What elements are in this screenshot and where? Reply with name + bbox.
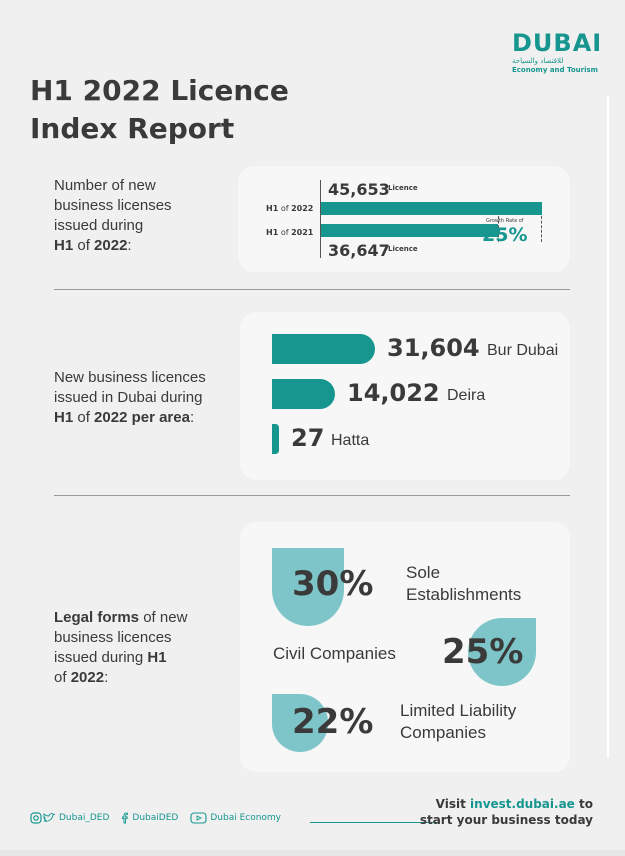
h1-2021-unit: Licence: [388, 245, 418, 253]
desc-line: New business licences: [54, 369, 206, 386]
deira-label: Deira: [447, 387, 486, 404]
footer-divider: [310, 822, 438, 823]
bar-deira: [272, 379, 335, 409]
dubai-economy-logo: DUBAI للاقتصاد والسياحة Economy and Tour…: [512, 30, 602, 75]
limited-liability-pct: 22%: [292, 702, 374, 742]
desc-line: of 2022:: [54, 669, 109, 686]
bar-h1-2021: [321, 224, 498, 237]
social-link-twitter[interactable]: Dubai_DED: [30, 812, 109, 824]
growth-rate-value: 25%: [482, 224, 528, 246]
section1-description: Number of new business licenses issued d…: [54, 176, 172, 256]
h1-2022-value: 45,653: [328, 180, 390, 199]
divider: [54, 289, 570, 290]
title-line2: Index Report: [30, 112, 235, 145]
growth-rate-label: Growth Rate of: [486, 218, 524, 224]
logo-arabic-text: للاقتصاد والسياحة: [512, 57, 564, 65]
social-links: Dubai_DED DubaiDED Dubai Economy: [30, 812, 293, 824]
section2-description: New business licences issued in Dubai du…: [54, 368, 206, 428]
divider: [54, 495, 570, 496]
desc-line: H1 of 2022:: [54, 237, 132, 254]
instagram-twitter-icon: [30, 812, 56, 824]
cta-line1: Visit invest.dubai.ae to: [435, 797, 593, 811]
civil-companies-pct: 25%: [442, 632, 524, 672]
social-link-youtube[interactable]: Dubai Economy: [190, 812, 281, 824]
h1-2021-label: H1 of 2021: [266, 228, 314, 237]
sole-establishments-label: Sole Establishments: [406, 563, 522, 604]
desc-line: Legal forms of new: [54, 609, 188, 626]
desc-line: H1 of 2022 per area:: [54, 409, 195, 426]
licences-per-area-card: 31,604 Bur Dubai 14,022 Deira 27 Hatta: [240, 312, 570, 480]
page-title: H1 2022 Licence Index Report: [30, 72, 360, 148]
bur-dubai-value: 31,604: [387, 334, 480, 362]
twitter-handle: Dubai_DED: [59, 813, 110, 823]
civil-companies-label: Civil Companies: [273, 644, 396, 663]
social-link-facebook[interactable]: DubaiDED: [121, 812, 178, 824]
logo-mark: DUBAI: [512, 29, 603, 57]
invest-link[interactable]: invest.dubai.ae: [470, 797, 575, 811]
youtube-icon: [190, 812, 207, 824]
hatta-value: 27: [291, 424, 325, 452]
legal-forms-card: 30% Sole Establishments 25% Civil Compan…: [240, 522, 570, 772]
cta-line2: start your business today: [419, 813, 593, 827]
h1-2022-label: H1 of 2022: [266, 204, 314, 213]
desc-line: issued in Dubai during: [54, 389, 203, 406]
desc-line: issued during: [54, 217, 144, 234]
desc-line: Number of new: [54, 177, 156, 194]
frame-line: [607, 96, 609, 758]
bar-hatta: [272, 424, 279, 454]
hatta-label: Hatta: [331, 432, 370, 449]
sole-establishments-blob: [272, 548, 344, 626]
bur-dubai-label: Bur Dubai: [487, 342, 559, 359]
desc-line: issued during H1: [54, 649, 167, 666]
section3-description: Legal forms of new business licences iss…: [54, 608, 187, 688]
facebook-icon: [122, 812, 129, 824]
h1-2022-unit: Licence: [388, 184, 418, 192]
cta-text: Visit invest.dubai.ae to start your busi…: [420, 796, 593, 828]
desc-line: business licenses: [54, 197, 172, 214]
logo-subtitle: Economy and Tourism: [512, 66, 598, 74]
bottom-strip: [0, 850, 625, 856]
facebook-handle: DubaiDED: [132, 813, 179, 823]
bar-h1-2022: [321, 202, 542, 215]
chart-axis: [320, 180, 321, 258]
licence-growth-card: 45,653 Licence H1 of 2022 H1 of 2021 36,…: [238, 166, 570, 272]
limited-liability-label: Limited Liability Companies: [400, 701, 517, 742]
youtube-handle: Dubai Economy: [210, 813, 282, 823]
desc-line: business licences: [54, 629, 172, 646]
deira-value: 14,022: [347, 379, 440, 407]
h1-2021-value: 36,647: [328, 241, 390, 260]
limited-liability-blob: [272, 694, 328, 752]
growth-bracket: [498, 216, 542, 242]
title-line1: H1 2022 Licence: [30, 74, 289, 107]
sole-establishments-pct: 30%: [292, 564, 374, 604]
civil-companies-blob: [468, 618, 536, 686]
bar-bur-dubai: [272, 334, 375, 364]
